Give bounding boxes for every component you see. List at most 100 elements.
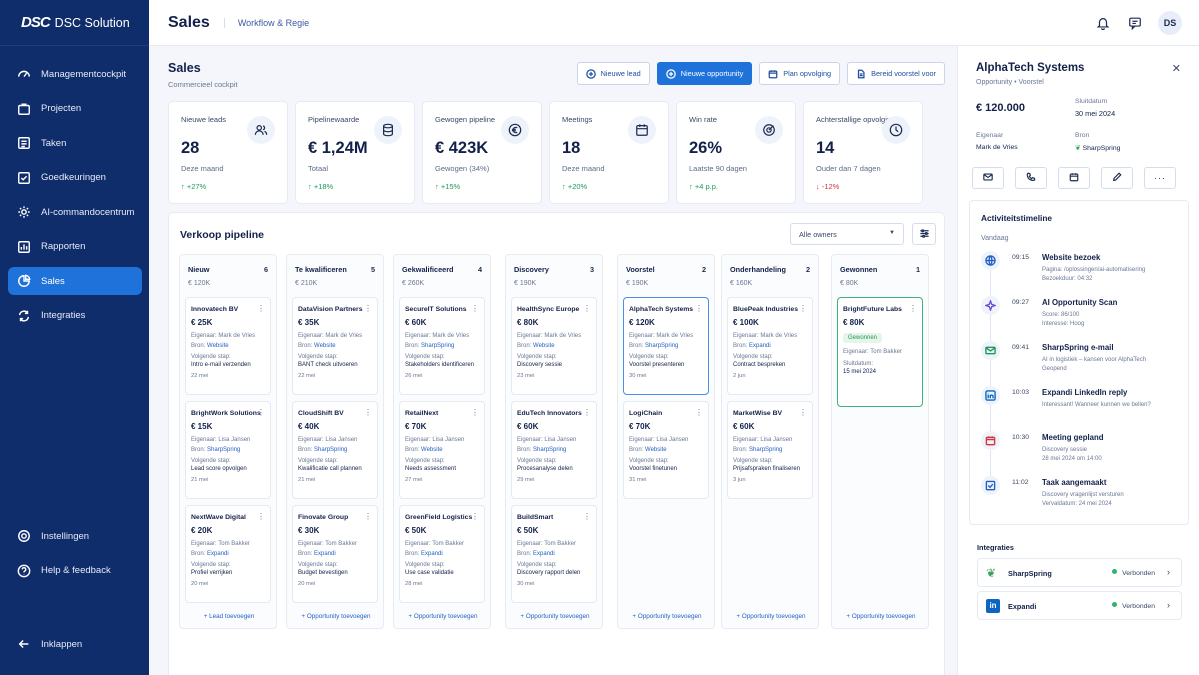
more-icon[interactable]: ⋮ (257, 304, 265, 313)
more-icon[interactable]: ⋮ (909, 304, 917, 313)
opportunity-card[interactable]: Finovate Group ⋮ € 30K Eigenaar: Tom Bakker… (292, 505, 378, 603)
filter-button[interactable] (912, 223, 936, 245)
opportunity-card[interactable]: MarketWise BV ⋮ € 60K Eigenaar: Lisa Jansen… (727, 401, 813, 499)
opportunity-card[interactable]: GreenField Logistics ⋮ € 50K Eigenaar: Tom … (399, 505, 485, 603)
more-icon[interactable]: ⋮ (583, 408, 591, 417)
opportunity-card[interactable]: LogiChain ⋮ € 70K Eigenaar: Lisa Jansen Bron… (623, 401, 709, 499)
chat-icon[interactable] (1128, 16, 1142, 31)
help-icon (17, 564, 31, 578)
opportunity-card[interactable]: BrightFuture Labs ⋮ € 80K Gewonnen Eigenaar:… (837, 297, 923, 407)
more-button[interactable]: ··· (1144, 167, 1176, 189)
kpi-card[interactable]: Win rate 26% Laatste 90 dagen ↑ +4 p.p. (676, 101, 796, 204)
add-card-link[interactable]: + Opportunity toevoegen (632, 613, 702, 620)
opportunity-card[interactable]: RetailNext ⋮ € 70K Eigenaar: Lisa Jansen Bro… (399, 401, 485, 499)
opportunity-card[interactable]: CloudShift BV ⋮ € 40K Eigenaar: Lisa Jansen… (292, 401, 378, 499)
opportunity-card[interactable]: BuildSmart ⋮ € 50K Eigenaar: Tom Bakker Bron… (511, 505, 597, 603)
opportunity-card[interactable]: BrightWork Solutions ⋮ € 15K Eigenaar: Lisa… (185, 401, 271, 499)
card-value: € 15K (191, 422, 213, 431)
card-source: Bron: SharpSpring (298, 447, 372, 453)
card-name: Innovatech BV (191, 306, 239, 313)
add-card-link[interactable]: + Opportunity toevoegen (301, 613, 371, 620)
add-card-link[interactable]: + Opportunity toevoegen (736, 613, 806, 620)
sidebar-item-sales[interactable]: Sales (8, 267, 142, 295)
opportunity-card[interactable]: Innovatech BV ⋮ € 25K Eigenaar: Mark de Vri… (185, 297, 271, 395)
opportunity-card[interactable]: NextWave Digital ⋮ € 20K Eigenaar: Tom Bakk… (185, 505, 271, 603)
bell-icon[interactable] (1096, 16, 1110, 31)
card-date: 20 mei (298, 581, 316, 588)
opportunity-card[interactable]: EduTech Innovators ⋮ € 60K Eigenaar: Lisa J… (511, 401, 597, 499)
column-header: Te kwalificeren 5 € 210K (287, 255, 383, 295)
more-icon[interactable]: ⋮ (364, 512, 372, 521)
more-icon[interactable]: ⋮ (695, 408, 703, 417)
mail-icon (981, 341, 1000, 360)
more-icon[interactable]: ⋮ (364, 408, 372, 417)
new-opportunity-button[interactable]: Nieuwe opportunity (656, 62, 753, 85)
kpi-card[interactable]: Meetings 18 Deze maand ↑ +20% (549, 101, 669, 204)
more-icon[interactable]: ⋮ (257, 408, 265, 417)
next-step: Use case validatie (405, 570, 454, 577)
sidebar-item-projecten[interactable]: Projecten (8, 95, 142, 123)
more-icon[interactable]: ⋮ (799, 304, 807, 313)
avatar[interactable]: DS (1158, 11, 1182, 35)
more-icon[interactable]: ⋮ (799, 408, 807, 417)
email-button[interactable] (972, 167, 1004, 189)
add-card-link[interactable]: + Opportunity toevoegen (846, 613, 916, 620)
card-value: € 60K (405, 318, 427, 327)
call-button[interactable] (1015, 167, 1047, 189)
card-source: Bron: SharpSpring (733, 447, 807, 453)
plus-circle-icon (585, 68, 596, 79)
kpi-card[interactable]: Nieuwe leads 28 Deze maand ↑ +27% (168, 101, 288, 204)
sidebar-item-goedkeuringen[interactable]: Goedkeuringen (8, 164, 142, 192)
more-icon[interactable]: ⋮ (364, 304, 372, 313)
sidebar-item-integraties[interactable]: Integraties (8, 302, 142, 330)
more-icon[interactable]: ⋮ (471, 512, 479, 521)
new-lead-button[interactable]: Nieuwe lead (576, 62, 650, 85)
sidebar-item-managementcockpit[interactable]: Managementcockpit (8, 60, 142, 88)
column-name: Gekwalificeerd (402, 265, 454, 274)
edit-button[interactable] (1101, 167, 1133, 189)
add-card-link[interactable]: + Opportunity toevoegen (408, 613, 478, 620)
kpi-sub: Laatste 90 dagen (689, 164, 747, 173)
add-card-link[interactable]: + Lead toevoegen (203, 613, 255, 620)
kpi-value: 26% (689, 139, 723, 157)
more-icon[interactable]: ⋮ (257, 512, 265, 521)
more-icon[interactable]: ⋮ (471, 408, 479, 417)
close-icon[interactable]: ✕ (1171, 63, 1181, 75)
integration-sharpspring[interactable]: ❦ SharpSpring Verbonden › (977, 558, 1182, 587)
source-label: Bron: (517, 343, 534, 350)
more-icon[interactable]: ⋮ (695, 304, 703, 313)
opportunity-card[interactable]: AlphaTech Systems ⋮ € 120K Eigenaar: Mark d… (623, 297, 709, 395)
integration-expandi[interactable]: in Expandi Verbonden › (977, 591, 1182, 620)
card-date: 28 mei (405, 581, 423, 588)
more-icon[interactable]: ⋮ (583, 512, 591, 521)
card-name: CloudShift BV (298, 410, 344, 417)
opportunity-card[interactable]: DataVision Partners ⋮ € 35K Eigenaar: Mark … (292, 297, 378, 395)
brand[interactable]: DSC DSC Solution (0, 0, 149, 46)
collapse-button[interactable]: Inklappen (8, 630, 142, 658)
sidebar-item-ai-commandocentrum[interactable]: AI-commandocentrum (8, 198, 142, 226)
card-date: 3 jun (733, 477, 746, 484)
prepare-proposal-button[interactable]: Bereid voorstel voor (847, 62, 945, 85)
owner-select[interactable]: Alle owners ▼ (790, 223, 904, 245)
plan-follow-up-button[interactable]: Plan opvolging (759, 62, 841, 85)
sync-icon (17, 309, 31, 323)
sidebar-item-rapporten[interactable]: Rapporten (8, 233, 142, 261)
sharpspring-icon: ❦ (1075, 145, 1081, 152)
kpi-card[interactable]: Gewogen pipeline € 423K Gewogen (34%) ↑ +15… (422, 101, 542, 204)
more-icon[interactable]: ⋮ (583, 304, 591, 313)
card-value: € 20K (191, 526, 213, 535)
kpi-card[interactable]: Pipelinewaarde € 1,24M Totaal ↑ +18% (295, 101, 415, 204)
sidebar-item-instellingen[interactable]: Instellingen (8, 522, 142, 550)
opportunity-card[interactable]: SecureIT Solutions ⋮ € 60K Eigenaar: Mark d… (399, 297, 485, 395)
kpi-card[interactable]: Achterstallige opvolging 14 Ouder dan 7 da… (803, 101, 923, 204)
opportunity-card[interactable]: HealthSync Europe ⋮ € 80K Eigenaar: Mark de… (511, 297, 597, 395)
opportunity-card[interactable]: BluePeak Industries ⋮ € 100K Eigenaar: Mark… (727, 297, 813, 395)
column-name: Gewonnen (840, 265, 878, 274)
more-icon[interactable]: ⋮ (471, 304, 479, 313)
schedule-button[interactable] (1058, 167, 1090, 189)
sidebar-item-taken[interactable]: Taken (8, 129, 142, 157)
add-card-link[interactable]: + Opportunity toevoegen (520, 613, 590, 620)
card-owner: Eigenaar: Mark de Vries (191, 333, 256, 339)
sidebar-item-help[interactable]: Help & feedback (8, 557, 142, 585)
breadcrumb[interactable]: Workflow & Regie (223, 17, 309, 28)
